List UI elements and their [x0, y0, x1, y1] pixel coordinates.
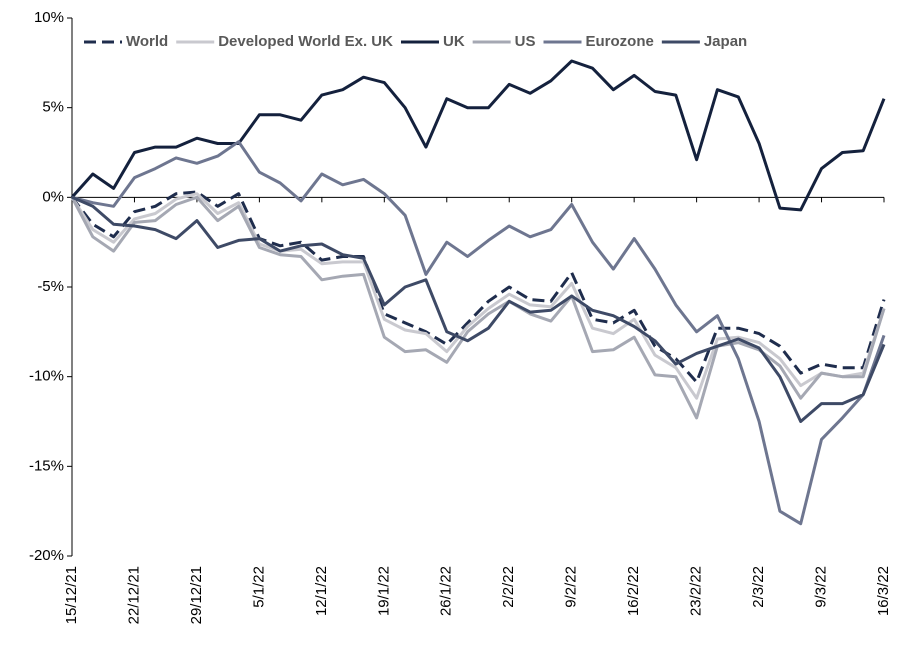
x-tick-label: 22/12/21: [125, 566, 142, 624]
y-tick-label: -10%: [29, 368, 64, 385]
legend-label: Japan: [704, 33, 747, 50]
y-tick-label: 5%: [42, 99, 64, 116]
x-tick-label: 2/2/22: [500, 566, 517, 608]
legend-label: US: [515, 33, 536, 50]
x-tick-label: 16/3/22: [875, 566, 892, 616]
x-tick-label: 9/3/22: [813, 566, 830, 608]
series-line: [70, 195, 886, 420]
legend-label: Developed World Ex. UK: [218, 33, 393, 50]
x-tick-label: 23/2/22: [688, 566, 705, 616]
y-tick-label: -15%: [29, 457, 64, 474]
y-tick-label: -5%: [37, 278, 64, 295]
y-tick-label: 0%: [42, 188, 64, 205]
x-tick-label: 16/2/22: [625, 566, 642, 616]
y-tick-label: -20%: [29, 547, 64, 564]
x-tick-label: 5/1/22: [250, 566, 267, 608]
x-tick-label: 19/1/22: [375, 566, 392, 616]
legend-label: Eurozone: [586, 33, 654, 50]
x-tick-label: 15/12/21: [63, 566, 80, 624]
x-tick-label: 12/1/22: [313, 566, 330, 616]
x-tick-label: 2/3/22: [750, 566, 767, 608]
series-line: [71, 140, 886, 526]
x-tick-label: 9/2/22: [563, 566, 580, 608]
series-line: [70, 192, 886, 400]
series-line: [70, 190, 886, 384]
y-tick-label: 10%: [34, 9, 64, 26]
x-tick-label: 26/1/22: [438, 566, 455, 616]
x-tick-label: 29/12/21: [188, 566, 205, 624]
legend-label: UK: [443, 33, 465, 50]
legend-label: World: [126, 33, 168, 50]
series-line: [70, 59, 886, 212]
series-line: [71, 195, 886, 423]
